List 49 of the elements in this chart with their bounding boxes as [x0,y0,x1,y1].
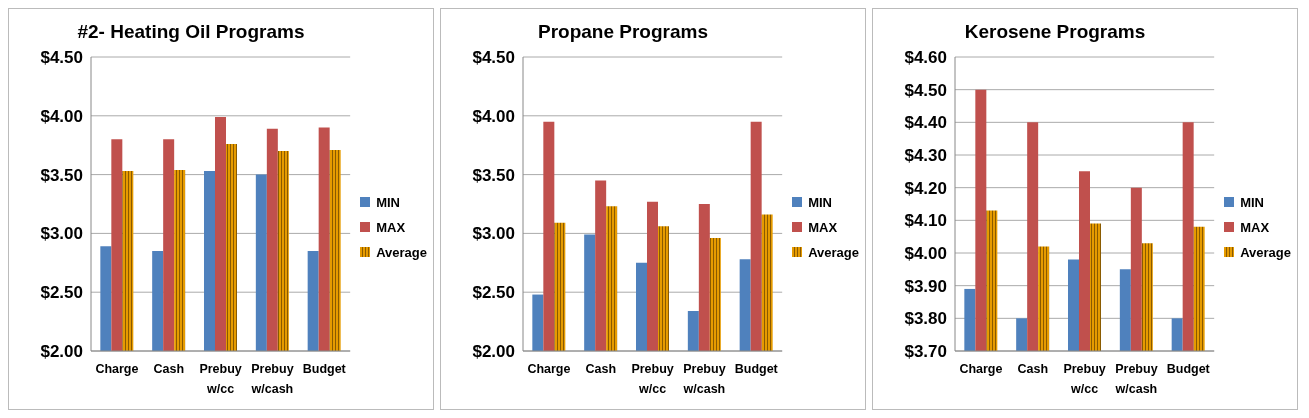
legend-label: MAX [1240,219,1270,235]
y-tick-label: $3.70 [904,342,947,362]
y-tick-label: $2.00 [40,342,83,362]
chart-title: #2- Heating Oil Programs [76,21,306,44]
y-tick-label: $4.10 [904,211,947,231]
x-tick-label: Cash [153,362,185,376]
y-tick-label: $4.50 [472,48,515,68]
x-tick-label: Budget [1166,362,1211,376]
y-tick-label: $3.90 [904,276,947,296]
x-tick-label: Prebuy w/cc [199,362,242,396]
legend-label: MIN [808,194,833,210]
y-tick-label: $4.50 [40,48,83,68]
y-tick-label: $2.50 [40,283,83,303]
y-tick-label: $3.50 [40,165,83,185]
chart-title: Propane Programs [537,21,709,44]
y-tick-label: $2.00 [472,342,515,362]
x-tick-label: Charge [527,362,571,376]
x-tick-label: Budget [302,362,347,376]
y-tick-label: $4.30 [904,146,947,166]
y-tick-label: $4.00 [472,106,515,126]
legend-label: Average [1240,244,1291,260]
y-tick-label: $3.00 [472,224,515,244]
y-tick-label: $4.00 [40,106,83,126]
y-tick-label: $4.20 [904,178,947,198]
x-tick-label: Prebuy w/cc [1063,362,1106,396]
x-tick-label: Cash [585,362,617,376]
y-tick-label: $4.50 [904,80,947,100]
y-tick-label: $4.00 [904,244,947,264]
x-tick-label: Budget [734,362,779,376]
legend-label: MAX [376,219,406,235]
legend-label: Average [376,244,427,260]
x-tick-label: Prebuy w/cc [631,362,674,396]
y-tick-label: $3.00 [40,224,83,244]
y-tick-label: $3.80 [904,309,947,329]
legend-label: MIN [1240,194,1265,210]
y-tick-label: $4.60 [904,48,947,68]
legend-label: Average [808,244,859,260]
y-tick-label: $3.50 [472,165,515,185]
x-tick-label: Prebuy w/cash [250,362,294,396]
legend-label: MAX [808,219,838,235]
chart-title: Kerosene Programs [963,21,1147,44]
y-tick-label: $2.50 [472,283,515,303]
x-tick-label: Prebuy w/cash [682,362,726,396]
x-tick-label: Charge [95,362,139,376]
x-tick-label: Charge [959,362,1003,376]
legend-label: MIN [376,194,401,210]
y-tick-label: $4.40 [904,113,947,133]
x-tick-label: Prebuy w/cash [1114,362,1158,396]
x-tick-label: Cash [1017,362,1049,376]
